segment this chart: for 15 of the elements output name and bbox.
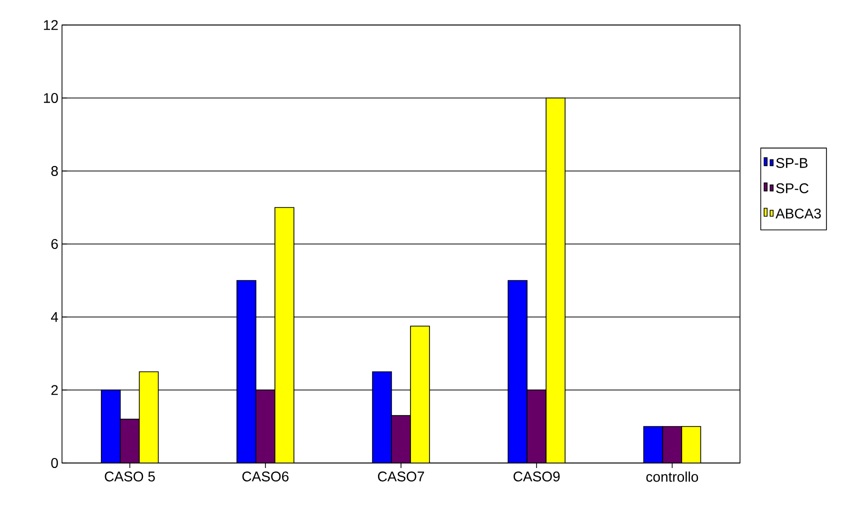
legend-label: SP-B xyxy=(776,158,808,168)
legend-label: SP-C xyxy=(776,183,808,194)
y-tick-label: 2 xyxy=(51,385,58,395)
legend-label: ABCA3 xyxy=(776,208,821,219)
y-tick-label: 10 xyxy=(44,93,58,103)
x-tick-label: CASO7 xyxy=(378,472,424,482)
y-tick-label: 0 xyxy=(51,458,58,468)
y-tick-label: 12 xyxy=(44,20,58,30)
x-tick-label: CASO9 xyxy=(514,472,560,482)
y-tick-label: 4 xyxy=(50,312,58,322)
x-tick-label: controllo xyxy=(646,472,698,482)
y-tick-label: 6 xyxy=(51,239,58,249)
y-tick-label: 8 xyxy=(51,166,58,176)
x-tick-label: CASO 5 xyxy=(104,472,155,482)
x-tick-label: CASO6 xyxy=(242,472,289,482)
